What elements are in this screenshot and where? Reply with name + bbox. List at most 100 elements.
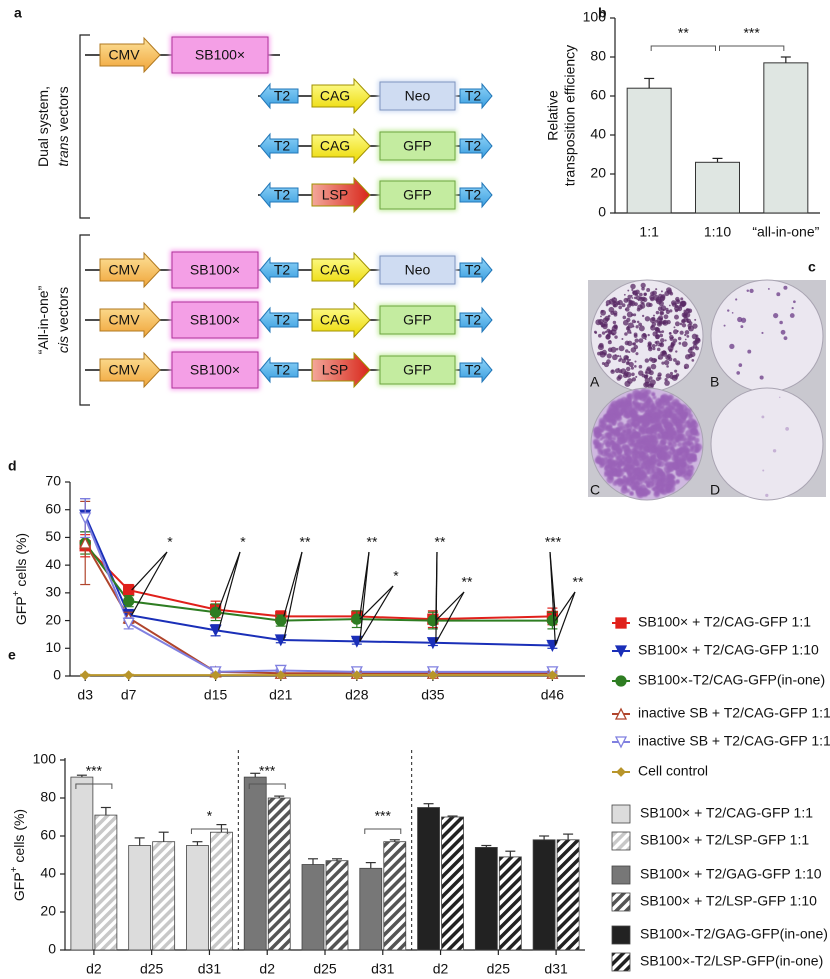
bar — [474, 847, 498, 951]
bar — [498, 856, 522, 951]
colony — [637, 446, 642, 451]
colony — [626, 410, 633, 418]
significance-label: * — [393, 568, 399, 584]
colony — [655, 334, 660, 340]
series-line — [84, 517, 553, 673]
significance-label: *** — [375, 808, 392, 824]
colony — [625, 456, 631, 463]
colony — [622, 456, 626, 460]
colony — [641, 314, 645, 318]
colony — [655, 401, 662, 408]
significance-label: * — [207, 808, 213, 824]
promoter — [311, 351, 371, 389]
colony — [654, 432, 662, 440]
colony — [606, 432, 613, 439]
y-axis-label: Relative — [545, 90, 561, 141]
x-tick-label: 1:10 — [704, 224, 731, 240]
x-tick-label: d31 — [198, 961, 222, 974]
significance-label: *** — [545, 534, 562, 550]
colony — [643, 292, 647, 297]
colony — [594, 445, 598, 449]
colony — [644, 316, 651, 322]
colony — [641, 414, 650, 423]
x-tick-label: “all-in-one” — [752, 224, 819, 240]
colony — [605, 469, 612, 476]
y-tick-label: 80 — [40, 789, 56, 805]
legend-label: SB100× + T2/LSP-GFP 1:1 — [640, 832, 809, 848]
significance-label: ** — [678, 25, 689, 41]
colony — [664, 424, 667, 428]
colony — [655, 331, 658, 335]
marker — [123, 595, 135, 607]
y-axis-label: transposition efficiency — [562, 45, 578, 186]
colony — [621, 400, 628, 407]
colony — [597, 351, 601, 356]
element-label: T2 — [465, 362, 482, 378]
y-tick-label: 40 — [590, 126, 606, 142]
colony — [627, 361, 630, 365]
colony — [633, 334, 638, 338]
colony — [675, 350, 678, 353]
colony — [677, 336, 682, 341]
significance-link — [218, 551, 241, 610]
colony — [652, 395, 657, 400]
x-tick-label: d25 — [313, 961, 337, 974]
colony — [647, 434, 654, 440]
y-axis-label: GFP+ cells (%) — [9, 809, 27, 901]
colony — [638, 364, 643, 369]
colony — [680, 413, 686, 419]
legend-swatch — [611, 865, 631, 885]
photo-label: A — [590, 374, 600, 390]
colony — [738, 363, 743, 367]
colony — [612, 422, 616, 426]
colony — [667, 394, 674, 401]
bar — [695, 161, 740, 214]
colony — [665, 309, 670, 315]
colony — [679, 330, 684, 335]
colony — [670, 342, 675, 347]
colony — [613, 443, 620, 450]
colony — [632, 290, 638, 296]
colony — [621, 303, 626, 308]
colony — [645, 470, 650, 475]
bar — [301, 864, 325, 951]
colony — [627, 294, 632, 299]
colony — [653, 490, 660, 498]
colony — [630, 283, 636, 290]
colony — [668, 357, 673, 362]
y-axis-label-part: cells (%) — [11, 809, 27, 867]
colony — [629, 358, 632, 361]
colony — [644, 338, 647, 340]
transposase — [171, 301, 259, 339]
colony — [631, 372, 635, 377]
colony — [622, 475, 627, 480]
marker — [209, 606, 222, 618]
colony — [677, 441, 683, 447]
colony — [664, 461, 670, 467]
colony — [761, 331, 764, 335]
colony — [623, 293, 626, 296]
colony — [654, 341, 658, 344]
colony — [604, 315, 610, 322]
colony — [655, 419, 663, 427]
colony — [652, 314, 656, 317]
legend-label: SB100× + T2/LSP-GFP 1:10 — [640, 893, 817, 909]
colony — [614, 354, 617, 357]
colony — [669, 291, 674, 296]
x-tick-label: d25 — [487, 961, 511, 974]
significance-link — [435, 591, 465, 644]
colony — [650, 404, 657, 411]
colony — [602, 323, 608, 330]
colony — [627, 289, 630, 292]
colony — [690, 465, 694, 468]
transposase — [171, 36, 269, 74]
colony — [635, 295, 641, 301]
y-axis-label-part: + — [11, 590, 22, 596]
colony — [657, 462, 661, 467]
significance-link — [554, 591, 576, 621]
colony — [618, 305, 623, 310]
colony — [749, 288, 754, 294]
series-line — [84, 542, 553, 675]
bar — [210, 831, 233, 951]
colony — [652, 486, 658, 491]
